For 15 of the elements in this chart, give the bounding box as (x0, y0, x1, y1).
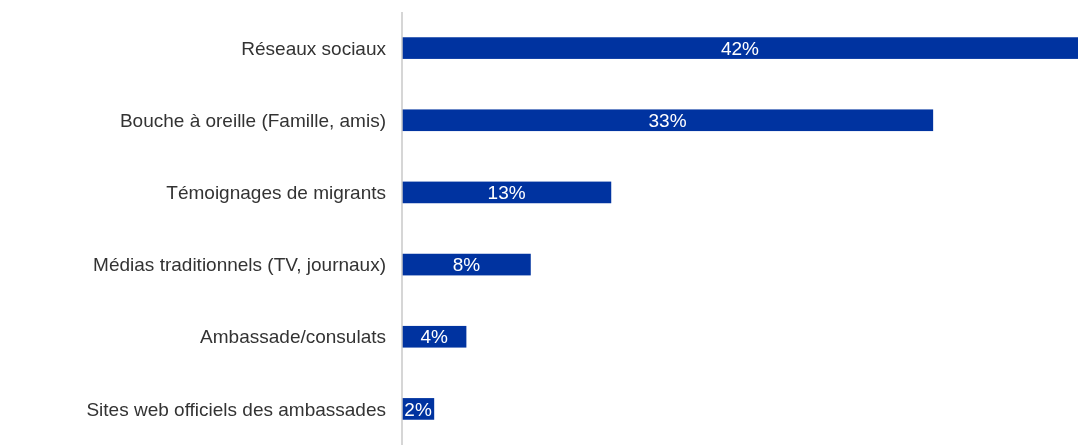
y-tick-label: Ambassade/consulats (200, 326, 386, 348)
y-tick-label: Réseaux sociaux (241, 37, 387, 59)
data-label: 42% (720, 37, 760, 59)
y-tick-label: Bouche à oreille (Famille, amis) (119, 109, 386, 131)
bar (402, 109, 934, 132)
data-label: 2% (404, 398, 432, 420)
y-tick-label: Témoignages de migrants (166, 182, 386, 204)
data-label: 33% (648, 109, 687, 131)
data-label: 4% (420, 326, 449, 348)
bar (402, 37, 1078, 59)
y-tick-label: Médias traditionnels (TV, journaux) (93, 254, 386, 276)
data-label: 8% (452, 254, 481, 276)
y-tick-label: Sites web officiels des ambassades (86, 398, 386, 420)
data-label: 13% (487, 182, 526, 204)
bar (402, 181, 612, 204)
